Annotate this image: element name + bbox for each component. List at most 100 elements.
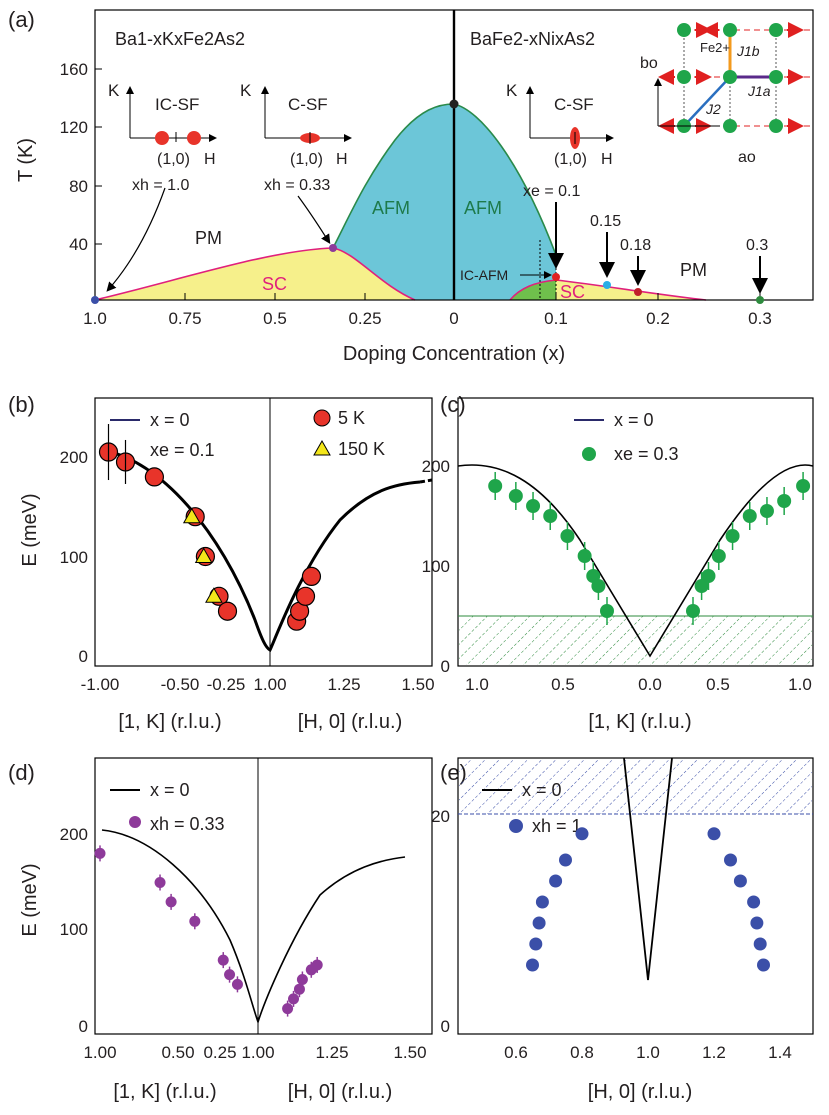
inset-c-sf-electron: K C-SF (1,0) H bbox=[506, 81, 614, 168]
b-yticks: 0 100 200 bbox=[60, 448, 88, 666]
b-xtick: 1.25 bbox=[327, 675, 360, 694]
lattice-a-axis: ao bbox=[738, 149, 756, 166]
fe-atom bbox=[677, 70, 691, 84]
data-point bbox=[711, 549, 726, 563]
b-legend-5k: 5 K bbox=[338, 408, 365, 428]
d-legend-xh: xh = 0.33 bbox=[150, 814, 225, 834]
marker-xe-015 bbox=[603, 281, 611, 289]
data-point bbox=[293, 983, 305, 995]
inset1-h: H bbox=[204, 151, 216, 168]
data-point bbox=[508, 489, 523, 503]
panel-c-frame bbox=[457, 397, 814, 667]
data-point bbox=[154, 877, 166, 888]
b-xticks: -1.00 -0.50 -0.25 1.00 1.25 1.50 bbox=[81, 675, 435, 694]
arrow-xh-1 bbox=[106, 187, 166, 292]
a-xtick: 0.75 bbox=[168, 309, 201, 328]
phase-sc-left: SC bbox=[262, 274, 287, 294]
e-yticks: 0 20 bbox=[431, 807, 450, 1036]
c-xtick: 1.0 bbox=[788, 675, 812, 694]
inset3-title: C-SF bbox=[554, 95, 594, 114]
data-point bbox=[600, 604, 614, 618]
panel-b-frame bbox=[94, 397, 433, 667]
c-legend-xe: xe = 0.3 bbox=[614, 444, 679, 464]
a-xtick: 1.0 bbox=[83, 309, 107, 328]
data-point bbox=[529, 937, 543, 951]
data-point bbox=[182, 507, 201, 524]
data-point bbox=[224, 969, 236, 981]
data-point bbox=[288, 993, 300, 1005]
panel-d-frame bbox=[94, 757, 433, 1035]
e-legend-xh: xh = 1 bbox=[532, 816, 582, 836]
b-xtick: -0.25 bbox=[207, 675, 246, 694]
afm-region bbox=[333, 104, 556, 300]
b-xtick: 1.50 bbox=[401, 675, 434, 694]
data-point bbox=[560, 529, 575, 543]
inset2-k: K bbox=[240, 81, 252, 100]
data-point bbox=[189, 915, 201, 927]
panel-a-xticks: 1.0 0.75 0.5 0.25 0 0.1 0.2 0.3 bbox=[83, 293, 772, 328]
label-xe-03: 0.3 bbox=[746, 237, 768, 254]
phase-afm-right: AFM bbox=[464, 198, 502, 218]
data-point bbox=[194, 547, 213, 563]
panel-d: (d) 0 100 200 E (meV) 1.00 0.50 0.25 1.0… bbox=[8, 757, 433, 1103]
data-point bbox=[577, 549, 592, 563]
data-point bbox=[742, 509, 757, 523]
right-compound: BaFe2-xNixAs2 bbox=[470, 29, 595, 49]
a-ytick: 120 bbox=[60, 118, 88, 137]
data-point bbox=[231, 978, 243, 990]
c-xtick: 1.0 bbox=[465, 675, 489, 694]
c-xtick: 0.0 bbox=[638, 675, 662, 694]
a-xtick: 0 bbox=[449, 309, 458, 328]
panel-a-yticks: 40 80 120 160 bbox=[60, 60, 102, 254]
e-ytick: 20 bbox=[431, 807, 450, 826]
sc-dome-hole bbox=[95, 248, 415, 300]
inset1-k: K bbox=[108, 81, 120, 100]
b-legend-tri-150k bbox=[313, 439, 331, 456]
a-ylabel: T (K) bbox=[15, 138, 37, 182]
lattice-j1a: J1a bbox=[747, 83, 771, 99]
sc-boundary-electron bbox=[509, 279, 707, 301]
c-curve-x0 bbox=[457, 464, 814, 658]
b-legend-150k: 150 K bbox=[338, 439, 385, 459]
phase-afm-left: AFM bbox=[372, 198, 410, 218]
panel-c: (c) 0 100 200 1.0 0.5 0.0 0.5 1.0 [1, K]… bbox=[422, 392, 814, 733]
label-xe-015: 0.15 bbox=[590, 213, 621, 230]
fe-atom bbox=[723, 23, 737, 37]
data-point bbox=[488, 479, 503, 493]
d-xtick: 1.00 bbox=[83, 1043, 116, 1062]
fe-atom bbox=[769, 70, 783, 84]
e-legend-x0: x = 0 bbox=[522, 780, 562, 800]
label-xe-018: 0.18 bbox=[620, 237, 651, 254]
inset-ic-sf: K IC-SF (1,0) H xh = 1.0 bbox=[108, 81, 217, 194]
a-xtick: 0.25 bbox=[348, 309, 381, 328]
e-hatch bbox=[459, 759, 812, 814]
data-point bbox=[575, 827, 589, 841]
marker-xh-033 bbox=[329, 244, 337, 252]
sc-boundary-hole bbox=[94, 247, 416, 301]
lattice-j2: J2 bbox=[705, 101, 721, 117]
c-hatch bbox=[459, 616, 812, 665]
d-legend-dot bbox=[129, 816, 141, 828]
d-xtick: 1.00 bbox=[241, 1043, 274, 1062]
b-legend-dot-5k bbox=[313, 409, 331, 427]
d-xtick: 1.25 bbox=[315, 1043, 348, 1062]
a-ytick: 80 bbox=[69, 177, 88, 196]
b-legend-x0: x = 0 bbox=[150, 410, 190, 430]
phase-pm-left: PM bbox=[195, 228, 222, 248]
d-curve-x0 bbox=[101, 829, 406, 1025]
data-point bbox=[526, 958, 539, 972]
b-curve-x0 bbox=[101, 448, 421, 653]
data-point bbox=[757, 958, 770, 972]
data-point bbox=[205, 587, 223, 603]
data-point bbox=[733, 874, 747, 888]
label-xe-01: xe = 0.1 bbox=[523, 183, 580, 200]
data-point bbox=[217, 954, 229, 966]
fe-atom bbox=[723, 119, 737, 133]
data-point bbox=[144, 467, 164, 487]
b-xtick: 1.00 bbox=[253, 675, 286, 694]
lattice-b-axis: bo bbox=[640, 55, 658, 72]
data-point bbox=[165, 896, 177, 908]
data-point bbox=[701, 569, 716, 583]
panel-e: (e) 0 20 0.6 0.8 1.0 1.2 1.4 [H, 0] (r.l… bbox=[431, 757, 814, 1103]
inset1-doping: xh = 1.0 bbox=[132, 177, 189, 194]
